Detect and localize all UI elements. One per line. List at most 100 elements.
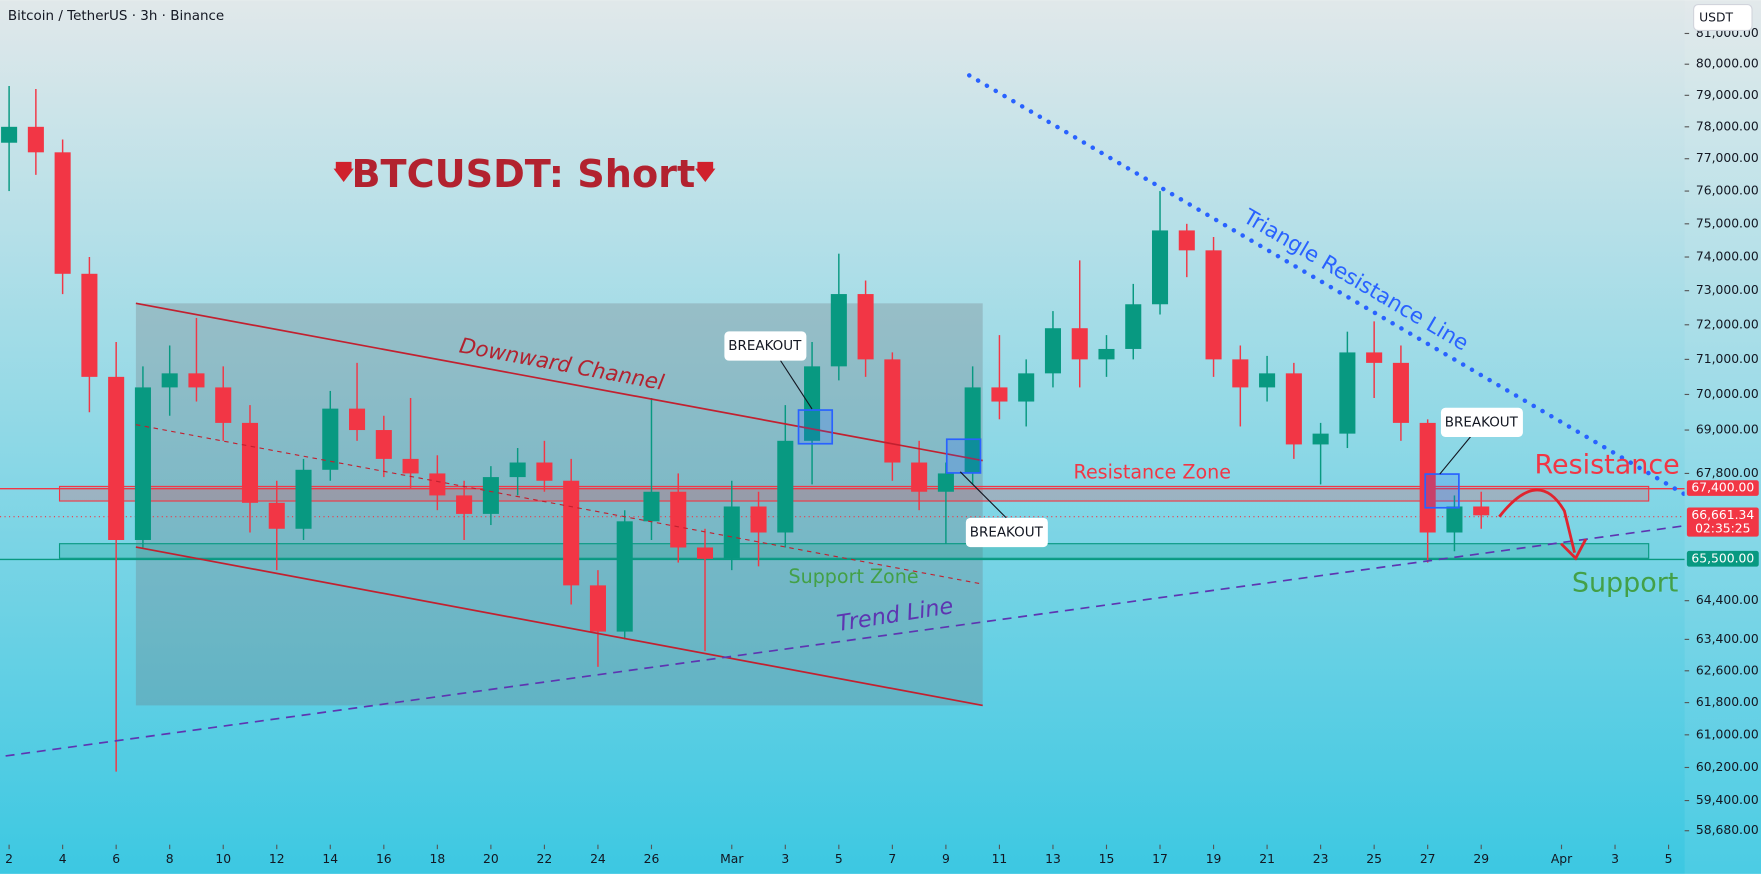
candle-body (804, 366, 821, 441)
price-countdown: 02:35:25 (1695, 521, 1750, 535)
candle-body (295, 469, 312, 529)
x-tick-label: 18 (429, 852, 445, 866)
y-tick-label: 70,000.00 (1696, 387, 1759, 401)
x-tick-label: 24 (590, 852, 606, 866)
currency-button-text[interactable]: USDT (1699, 11, 1733, 25)
y-tick-label: 69,000.00 (1696, 423, 1759, 437)
candle-body (268, 502, 285, 529)
candle-body (884, 359, 901, 463)
price-badge-label: 65,500.00 (1691, 551, 1754, 565)
x-tick-label: 10 (215, 852, 231, 866)
x-tick-label: 13 (1045, 852, 1061, 866)
candle-body (830, 294, 847, 367)
y-tick-label: 59,400.00 (1696, 793, 1759, 807)
candle-body (1366, 352, 1383, 363)
x-tick-label: 29 (1473, 852, 1489, 866)
x-tick-label: 6 (112, 852, 120, 866)
candle-body (1419, 422, 1436, 533)
x-tick-label: 15 (1099, 852, 1115, 866)
candle-body (1, 126, 18, 143)
candle-body (1392, 362, 1409, 423)
y-tick-label: 67,800.00 (1696, 466, 1759, 480)
x-tick-label: Mar (720, 852, 744, 866)
candle-body (1446, 506, 1463, 533)
currency-button[interactable] (1693, 4, 1753, 32)
y-tick-label: 76,000.00 (1696, 184, 1759, 198)
breakout-box (797, 409, 834, 445)
resistance-label: Resistance (1535, 450, 1680, 481)
y-tick-label: 71,000.00 (1696, 352, 1759, 366)
y-tick-label: 73,000.00 (1696, 283, 1759, 297)
candle-body (1178, 230, 1195, 251)
y-tick-label: 61,800.00 (1696, 695, 1759, 709)
candle-body (188, 373, 205, 388)
candle-body (161, 373, 178, 388)
callout-line (1439, 435, 1472, 475)
breakout-box (945, 438, 982, 474)
x-tick-label: 26 (644, 852, 660, 866)
candle-body (134, 387, 151, 540)
x-tick-label: 20 (483, 852, 499, 866)
candle-body (1125, 304, 1142, 349)
x-tick-label: 23 (1313, 852, 1329, 866)
candle-body (964, 387, 981, 474)
candle-body (1259, 373, 1276, 388)
y-tick-label: 79,000.00 (1696, 88, 1759, 102)
candle-body (937, 473, 954, 492)
candle-body (991, 387, 1008, 402)
callout-box (724, 331, 807, 361)
y-tick-label: 75,000.00 (1696, 216, 1759, 230)
candle-body (536, 462, 553, 481)
x-tick-label: 16 (376, 852, 392, 866)
x-tick-label: 4 (59, 852, 67, 866)
candle-body (241, 422, 259, 503)
y-tick-label: 63,400.00 (1696, 632, 1759, 646)
y-tick-label: 61,000.00 (1696, 727, 1759, 741)
price-badge (1686, 507, 1759, 537)
resistance-zone-label: Resistance Zone (1074, 460, 1231, 483)
projection-arrowhead (1560, 538, 1588, 561)
candle-body (27, 126, 44, 153)
x-tick-label: 2 (5, 852, 13, 866)
y-tick-label: 78,000.00 (1696, 119, 1759, 133)
channel-bottom (135, 546, 983, 707)
projection-arrow (1498, 488, 1576, 554)
support-zone-label: Support Zone (789, 565, 919, 588)
candle-body (456, 495, 473, 514)
candle-body (616, 521, 633, 632)
callout-text: BREAKOUT (1445, 414, 1519, 430)
arrow-down-icon (695, 161, 716, 183)
candle-body (563, 480, 580, 586)
x-tick-label: 19 (1206, 852, 1222, 866)
candle-body (1473, 506, 1490, 516)
callout-line (780, 360, 813, 410)
y-tick-label: 77,000.00 (1696, 151, 1759, 165)
candle-body (1071, 328, 1088, 360)
x-tick-label: 27 (1420, 852, 1436, 866)
y-axis-area (1684, 0, 1761, 874)
chart-title: Bitcoin / TetherUS · 3h · Binance (8, 8, 224, 24)
candle-body (1018, 373, 1035, 402)
callout-line (959, 471, 1007, 519)
candle-body (81, 273, 98, 377)
x-tick-label: 12 (269, 852, 285, 866)
breakout-box (1424, 473, 1460, 509)
candle-body (54, 152, 71, 274)
support-zone (58, 543, 1650, 559)
candle-body (1098, 348, 1115, 360)
candle-body (750, 506, 767, 533)
candle-body (108, 376, 125, 540)
y-tick-label: 72,000.00 (1696, 317, 1759, 331)
candle-body (429, 473, 446, 496)
callout-box (965, 517, 1048, 548)
candle-body (1339, 352, 1356, 434)
x-tick-label: 7 (888, 852, 896, 866)
candle-body (402, 458, 419, 474)
candle-body (723, 506, 740, 559)
candle-body (643, 491, 660, 522)
x-tick-label: 3 (1611, 852, 1619, 866)
candle-body (322, 408, 339, 470)
candle-body (1285, 373, 1302, 445)
candle-body (482, 477, 499, 514)
